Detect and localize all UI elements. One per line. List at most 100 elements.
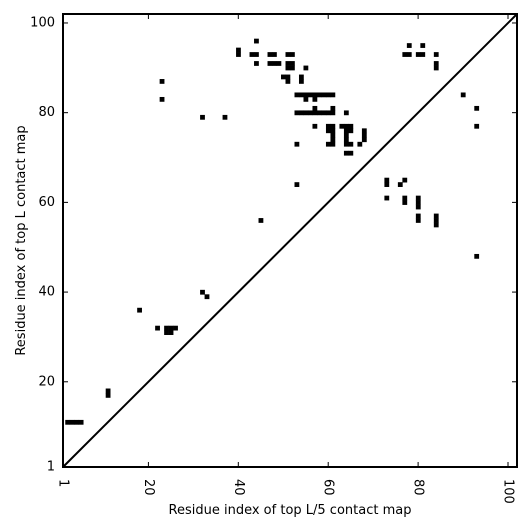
- x-tick-label: 60: [321, 479, 336, 496]
- contact-point: [415, 195, 421, 201]
- y-tick-label: 40: [38, 285, 55, 300]
- contact-point: [312, 123, 318, 129]
- contact-point: [460, 92, 466, 98]
- contact-point: [303, 110, 309, 116]
- contact-point: [343, 128, 349, 134]
- contact-point: [361, 128, 367, 134]
- contact-point: [357, 141, 363, 147]
- contact-point: [402, 200, 408, 205]
- contact-point: [433, 222, 439, 228]
- contact-point: [325, 128, 331, 134]
- contact-point: [343, 123, 349, 129]
- contact-point: [312, 96, 318, 102]
- contact-point: [384, 177, 390, 183]
- contact-point: [330, 132, 336, 138]
- contact-point: [415, 52, 421, 57]
- contact-point: [298, 110, 304, 116]
- contact-point: [303, 65, 309, 71]
- contact-point: [298, 92, 304, 98]
- x-tick-label: 1: [56, 479, 71, 487]
- contact-point: [254, 52, 259, 57]
- contact-point: [325, 92, 331, 98]
- contact-point: [348, 128, 354, 134]
- contact-point: [343, 110, 349, 116]
- contact-point: [290, 61, 295, 66]
- contact-point: [281, 74, 286, 80]
- contact-point: [415, 218, 421, 223]
- contact-point: [339, 123, 345, 129]
- contact-point: [303, 92, 309, 98]
- contact-point: [325, 141, 331, 147]
- contact-point: [307, 110, 313, 116]
- contact-point: [105, 388, 111, 394]
- contact-point: [290, 52, 295, 57]
- contact-point: [397, 182, 403, 187]
- contact-point: [415, 204, 421, 210]
- contact-point: [285, 65, 291, 71]
- contact-point: [285, 74, 291, 80]
- contact-point: [343, 141, 349, 147]
- contact-point: [312, 110, 318, 116]
- contact-point: [78, 419, 84, 425]
- y-axis-title: Residue index of top L contact map: [14, 125, 29, 355]
- contact-point: [69, 419, 75, 425]
- contact-point: [267, 52, 273, 57]
- contact-point: [321, 110, 327, 116]
- contact-point: [330, 105, 336, 111]
- contact-point: [415, 213, 421, 219]
- contact-point: [406, 52, 412, 57]
- y-tick-label: 80: [38, 105, 55, 120]
- contact-point: [330, 128, 336, 134]
- contact-point: [433, 61, 439, 66]
- contact-point: [200, 114, 205, 120]
- contact-point: [168, 330, 174, 335]
- contact-point: [433, 52, 439, 57]
- x-tick-label: 100: [501, 479, 516, 504]
- contact-point: [164, 325, 169, 331]
- contact-point: [316, 110, 322, 116]
- contact-point: [348, 141, 354, 147]
- contact-point: [325, 110, 331, 116]
- contact-point: [312, 105, 318, 111]
- contact-point: [236, 47, 241, 53]
- contact-point: [343, 132, 349, 138]
- contact-point: [343, 150, 349, 156]
- contact-point: [285, 61, 291, 66]
- contact-point: [65, 419, 71, 425]
- contact-point: [325, 123, 331, 129]
- contact-point: [303, 96, 309, 102]
- contact-point: [74, 419, 80, 425]
- contact-point: [330, 137, 336, 143]
- y-tick-label: 60: [38, 195, 55, 210]
- contact-point: [361, 137, 367, 143]
- contact-point: [343, 137, 349, 143]
- contact-point: [204, 294, 210, 300]
- contact-point: [402, 52, 408, 57]
- contact-point: [137, 307, 142, 313]
- contact-point: [272, 61, 277, 66]
- contact-point: [105, 393, 111, 398]
- y-tick-label: 100: [30, 15, 55, 30]
- contact-point: [155, 325, 160, 331]
- contact-point: [173, 325, 178, 331]
- contact-point: [474, 253, 480, 259]
- contact-point: [249, 52, 255, 57]
- plot-frame: [62, 13, 518, 468]
- contact-point: [348, 123, 354, 129]
- contact-point: [159, 79, 165, 84]
- y-tick-label: 1: [47, 460, 55, 475]
- contact-point: [236, 52, 241, 57]
- contact-point: [307, 92, 313, 98]
- contact-point: [294, 182, 300, 187]
- contact-point: [294, 141, 300, 147]
- contact-point: [321, 92, 327, 98]
- contact-point: [330, 110, 336, 116]
- x-axis-title: Residue index of top L/5 contact map: [169, 503, 412, 518]
- contact-point: [420, 43, 426, 48]
- contact-point: [159, 96, 165, 102]
- x-tick-label: 80: [411, 479, 426, 496]
- contact-point: [316, 92, 322, 98]
- contact-point: [267, 61, 273, 66]
